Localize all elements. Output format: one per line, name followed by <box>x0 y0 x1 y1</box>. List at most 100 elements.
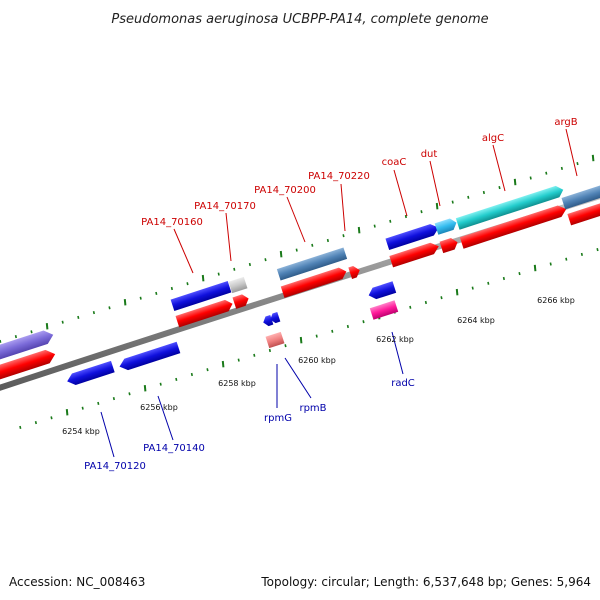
leader-line <box>565 128 578 177</box>
scale-label-6264: 6264 kbp <box>457 316 495 325</box>
scale-tick-top <box>435 202 439 210</box>
scale-tick-bottom <box>424 300 427 305</box>
scale-ticks <box>0 154 599 429</box>
top-gene-labels: PA14_70160 PA14_70170 PA14_70200 PA14_70… <box>141 117 578 228</box>
cds-arrow <box>439 238 458 254</box>
gene-label-dut: dut <box>421 149 438 160</box>
scale-tick-top <box>264 258 267 262</box>
cds-arrow <box>389 242 439 268</box>
scale-tick-bottom <box>159 382 162 386</box>
scale-tick-bottom <box>34 421 37 425</box>
scale-tick-bottom <box>455 288 459 296</box>
gene-arrow-blue <box>170 281 232 311</box>
scale-tick-top <box>108 306 111 310</box>
gene-arrow-blue <box>119 341 181 371</box>
gene-arrow-blue <box>368 281 397 300</box>
scale-tick-bottom <box>143 385 147 392</box>
gene-label-rpmb: rpmB <box>299 403 326 414</box>
gene-label-rpmg: rpmG <box>264 413 292 424</box>
scale-tick-top <box>560 166 563 170</box>
scale-tick-bottom <box>362 320 365 324</box>
forward-features <box>0 180 600 385</box>
gene-arrow-blue <box>67 360 115 385</box>
scale-tick-top <box>279 250 283 258</box>
scale-tick-bottom <box>315 334 318 338</box>
scale-tick-bottom <box>175 377 178 381</box>
cds-arrow <box>348 265 360 279</box>
scale-tick-top <box>123 299 127 306</box>
scale-tick-top <box>529 176 532 180</box>
gene-label-pa14-70140: PA14_70140 <box>143 443 205 454</box>
gene-label-argb: argB <box>554 117 577 128</box>
scale-tick-bottom <box>268 348 271 353</box>
scale-tick-top <box>357 226 361 234</box>
scale-tick-bottom <box>65 409 69 416</box>
cds-arrow <box>280 267 347 298</box>
scale-tick-bottom <box>206 368 209 372</box>
cds-arrow <box>459 205 567 249</box>
gene-arrow-blue <box>270 312 281 324</box>
gene-block-gray <box>228 276 248 294</box>
map-title: Pseudomonas aeruginosa UCBPP-PA14, compl… <box>111 12 488 27</box>
scale-tick-top <box>576 162 579 166</box>
reverse-features <box>67 281 399 385</box>
gene-label-radc: radC <box>391 378 415 389</box>
scale-label-6262: 6262 kbp <box>376 335 414 344</box>
scale-tick-bottom <box>284 344 287 348</box>
gene-label-coac: coaC <box>382 157 407 168</box>
gene-label-pa14-70160: PA14_70160 <box>141 217 203 228</box>
cds-arrow <box>232 294 249 309</box>
gene-label-algc: algC <box>482 133 504 144</box>
gene-label-pa14-70220: PA14_70220 <box>308 171 370 182</box>
scale-tick-top <box>30 330 33 334</box>
scale-tick-top <box>591 154 595 162</box>
gene-block-salmon <box>265 331 285 349</box>
scale-tick-top <box>139 296 142 300</box>
scale-tick-bottom <box>409 305 412 309</box>
gene-arrow-cyan <box>455 185 564 230</box>
scale-tick-top <box>170 286 173 291</box>
scale-tick-top <box>404 214 407 219</box>
cds-arrow <box>567 200 600 226</box>
scale-tick-bottom <box>518 272 521 276</box>
scale-label-6266: 6266 kbp <box>537 296 575 305</box>
scale-tick-top <box>373 224 376 228</box>
scale-labels: 6254 kbp 6256 kbp 6258 kbp 6260 kbp 6262… <box>62 296 575 436</box>
scale-tick-bottom <box>533 264 537 272</box>
scale-tick-bottom <box>253 353 256 357</box>
scale-tick-top <box>467 195 470 199</box>
scale-tick-top <box>186 282 189 286</box>
gene-arrow-sky <box>434 218 457 235</box>
scale-tick-top <box>233 267 236 271</box>
top-leader-lines <box>173 128 578 274</box>
scale-tick-top <box>61 320 64 324</box>
scale-tick-top <box>14 335 17 339</box>
scale-tick-bottom <box>299 336 303 344</box>
scale-tick-top <box>201 274 205 282</box>
scale-label-6254: 6254 kbp <box>62 427 100 436</box>
leader-line <box>393 169 408 217</box>
leader-line <box>492 144 506 192</box>
scale-tick-top <box>45 323 49 330</box>
scale-tick-bottom <box>487 281 490 285</box>
gene-arrow-blue <box>263 315 274 327</box>
scale-label-6256: 6256 kbp <box>140 403 178 412</box>
bottom-leader-lines <box>100 331 404 458</box>
scale-tick-bottom <box>81 406 84 410</box>
scale-tick-top <box>311 243 314 247</box>
scale-tick-bottom <box>331 329 334 333</box>
gene-label-pa14-70200: PA14_70200 <box>254 185 316 196</box>
scale-tick-bottom <box>502 276 505 281</box>
scale-tick-top <box>0 339 2 343</box>
scale-tick-top <box>545 171 548 175</box>
genome-summary: Topology: circular; Length: 6,537,648 bp… <box>260 575 591 589</box>
scale-tick-bottom <box>237 358 240 362</box>
gene-block-steel <box>561 180 600 210</box>
gene-arrow-blue <box>385 224 439 251</box>
gene-block-steel <box>276 247 348 281</box>
scale-tick-bottom <box>549 262 552 266</box>
scale-tick-bottom <box>190 372 193 377</box>
scale-tick-top <box>217 272 220 276</box>
scale-tick-bottom <box>112 397 115 401</box>
